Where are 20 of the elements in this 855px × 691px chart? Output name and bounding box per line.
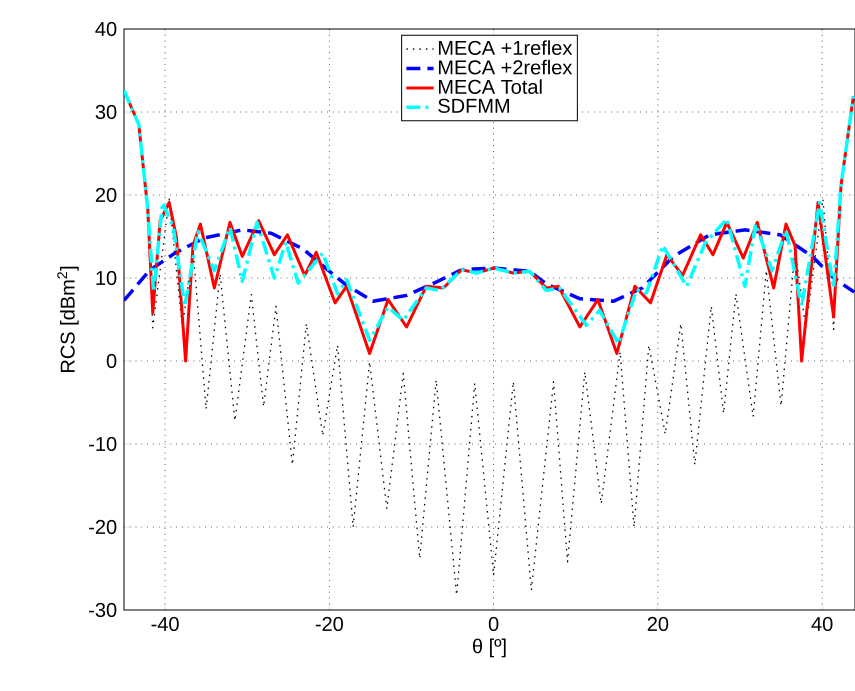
legend-label: MECA +2reflex: [438, 60, 572, 74]
y-tick-label: 40: [95, 22, 116, 36]
y-axis-title: RCS [dBm$^{2}$]: [57, 266, 79, 372]
y-tick-label: 20: [96, 188, 116, 202]
y-tick-label: 0: [106, 354, 116, 368]
legend-label: SDFMM: [438, 98, 510, 113]
y-tick-label: -30: [89, 602, 116, 618]
x-tick-label: 40: [811, 616, 832, 632]
y-tick-label: -20: [89, 520, 116, 534]
x-tick-label: -40: [152, 616, 179, 632]
x-tick-label: -20: [316, 616, 344, 632]
line-series: [124, 228, 855, 303]
x-axis-title: θ [º]: [472, 638, 506, 658]
y-tick-label: 30: [96, 104, 116, 120]
legend-label: MECA Total: [438, 79, 542, 94]
y-tick-label: -10: [89, 436, 116, 452]
legend-label: MECA +1reflex: [438, 40, 572, 55]
x-tick-label: 20: [648, 616, 668, 632]
x-tick-label: 0: [488, 616, 498, 632]
y-tick-label: 10: [96, 270, 116, 286]
